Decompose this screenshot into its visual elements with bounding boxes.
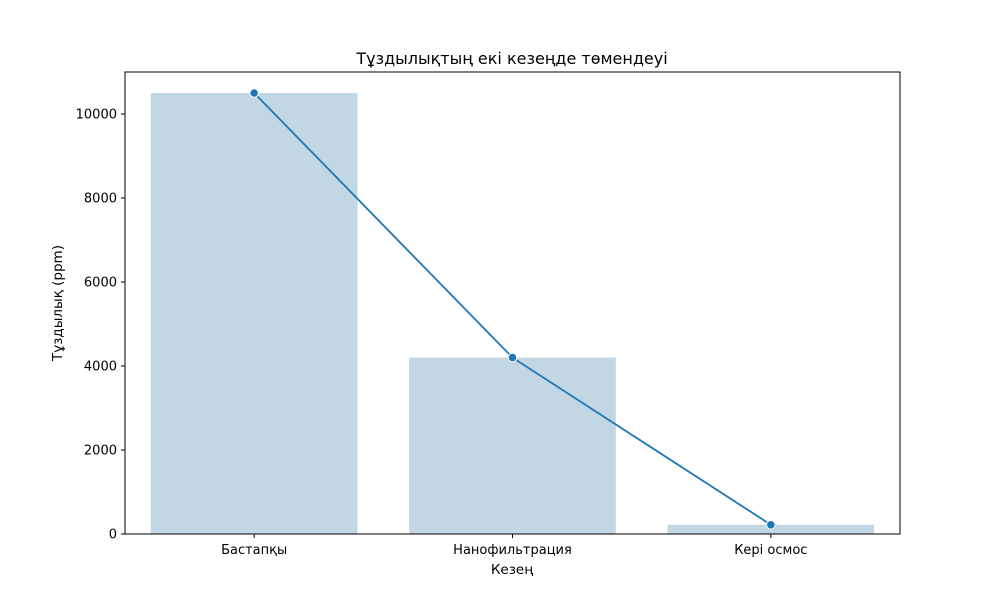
y-tick-label: 10000 bbox=[76, 108, 117, 123]
y-tick-label: 2000 bbox=[84, 444, 117, 459]
line-point-0 bbox=[249, 88, 259, 98]
line-point-2 bbox=[766, 519, 776, 530]
bar-0 bbox=[150, 93, 358, 534]
line-layer bbox=[249, 88, 776, 530]
x-tick-label: Кері осмос bbox=[734, 543, 807, 558]
x-tick-label: Бастапқы bbox=[221, 543, 287, 558]
y-tick-label: 0 bbox=[109, 528, 117, 543]
axes-layer: 0 2000 4000 6000 8000 10000 Бастапқы Нанофильтр… bbox=[76, 71, 901, 558]
x-axis-label: Кезең bbox=[491, 562, 533, 578]
y-tick-label: 6000 bbox=[84, 276, 117, 291]
bars-layer bbox=[150, 93, 875, 534]
line-point-1 bbox=[507, 352, 518, 363]
bar-1 bbox=[409, 357, 616, 534]
y-tick-label: 4000 bbox=[84, 360, 117, 375]
y-tick-label: 8000 bbox=[84, 192, 117, 207]
x-tick-label: Нанофильтрация bbox=[453, 543, 572, 558]
chart-title: Тұздылықтың екі кезеңде төмендеуі bbox=[355, 49, 667, 68]
y-axis-label: Тұздылық (ppm) bbox=[50, 245, 66, 362]
